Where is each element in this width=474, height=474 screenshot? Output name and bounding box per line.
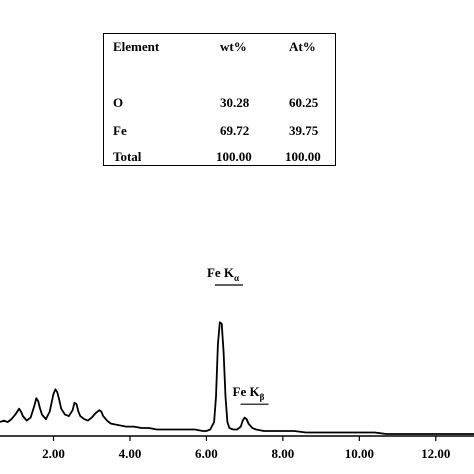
row-total-wt: 100.00 — [216, 149, 252, 164]
x-tick-label: 4.00 — [119, 446, 142, 461]
x-tick-label: 12.00 — [421, 446, 450, 461]
row-total-at: 100.00 — [285, 149, 321, 164]
row-fe-wt: 69.72 — [220, 123, 250, 138]
header-wt-percent: wt% — [220, 39, 247, 54]
row-fe-at: 39.75 — [289, 123, 319, 138]
peak-label-text: Fe Kα — [207, 265, 239, 283]
peak-label: Fe Kβ — [233, 384, 269, 405]
row-total-element: Total — [113, 149, 142, 164]
peak-label-text: Fe Kβ — [233, 384, 265, 402]
row-o-at: 60.25 — [289, 95, 319, 110]
row-fe-element: Fe — [113, 123, 127, 138]
composition-table: Element wt% At% O 30.28 60.25 Fe 69.72 3… — [103, 33, 336, 166]
spectrum-series-line — [0, 321, 474, 435]
row-o-wt: 30.28 — [220, 95, 250, 110]
header-element: Element — [113, 39, 160, 54]
x-axis-ticks: 2.00 4.00 6.00 8.00 10.00 12.00 — [42, 436, 450, 461]
x-tick-label: 10.00 — [345, 446, 374, 461]
x-tick-label: 8.00 — [271, 446, 294, 461]
x-tick-label: 6.00 — [195, 446, 218, 461]
peak-label: Fe Kα — [207, 265, 243, 286]
x-tick-label: 2.00 — [42, 446, 65, 461]
header-at-percent: At% — [289, 39, 316, 54]
row-o-element: O — [113, 95, 124, 110]
peak-annotations: Fe Kα Fe Kβ — [207, 265, 269, 405]
